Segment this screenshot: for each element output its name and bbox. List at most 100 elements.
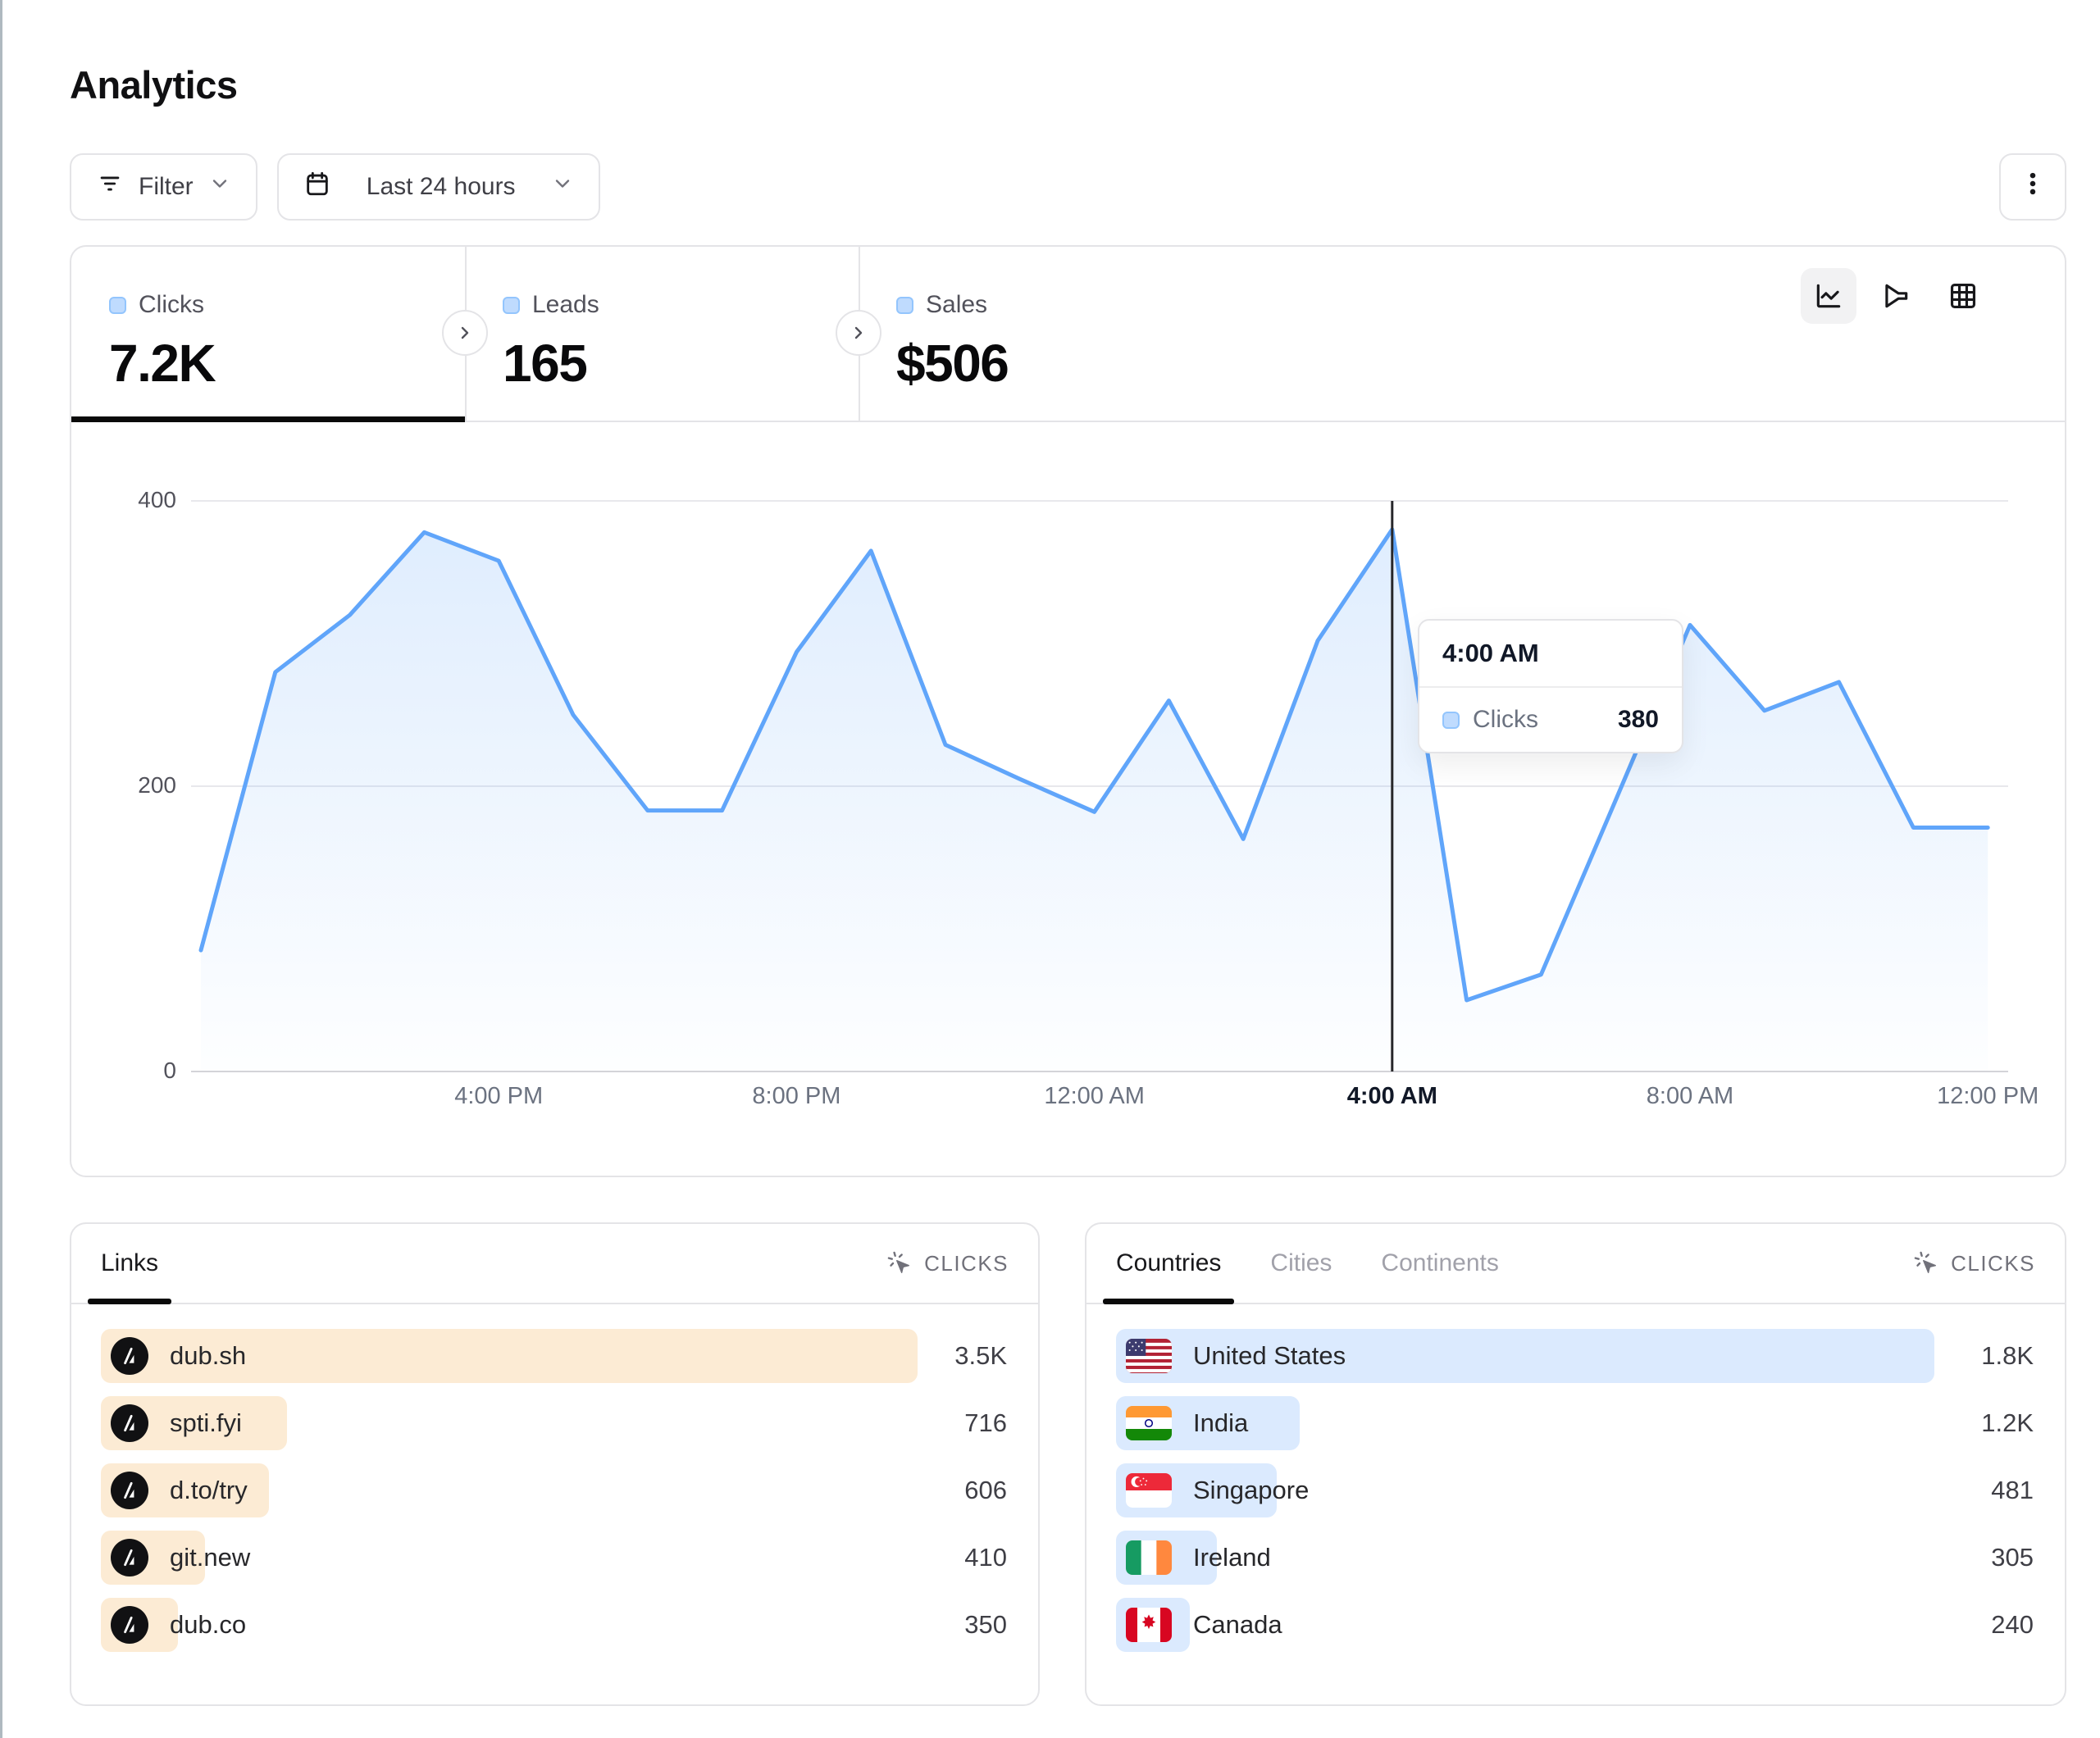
tooltip-legend-swatch xyxy=(1442,711,1460,729)
geo-rows: United States 1.8K India 1.2K Singapore 481 Ir… xyxy=(1086,1304,2065,1652)
links-panel: Links CLICKS dub.sh 3.5K spti.fyi 716 d.to/t… xyxy=(70,1222,1040,1706)
x-tick-label: 4:00 PM xyxy=(454,1083,544,1109)
calendar-icon xyxy=(303,170,331,204)
table-row[interactable]: d.to/try 606 xyxy=(101,1463,1009,1517)
row-value: 1.8K xyxy=(1981,1341,2034,1370)
leads-legend-swatch xyxy=(503,296,520,314)
more-menu-button[interactable] xyxy=(1999,153,2066,221)
table-view-button[interactable] xyxy=(1935,268,1991,324)
table-row[interactable]: India 1.2K xyxy=(1116,1396,2035,1450)
row-label: United States xyxy=(1193,1341,1346,1370)
row-value: 481 xyxy=(1991,1476,2034,1504)
table-row[interactable]: git.new 410 xyxy=(101,1531,1009,1585)
tab-clicks[interactable]: Clicks 7.2K xyxy=(71,247,465,422)
analytics-card: Clicks 7.2K Leads 165 Sales $506 xyxy=(70,245,2066,1177)
clicks-value: 7.2K xyxy=(109,334,216,393)
x-tick-label: 12:00 AM xyxy=(1044,1083,1145,1109)
row-label: git.new xyxy=(170,1543,251,1572)
row-value: 410 xyxy=(964,1543,1007,1572)
row-value: 716 xyxy=(964,1408,1007,1437)
row-value: 240 xyxy=(1991,1610,2034,1639)
row-label: spti.fyi xyxy=(170,1408,242,1437)
expand-leads-button[interactable] xyxy=(836,310,881,356)
tooltip-series-label: Clicks xyxy=(1473,706,1538,733)
row-label: Singapore xyxy=(1193,1476,1310,1504)
geo-panel-header: Countries Cities Continents CLICKS xyxy=(1086,1224,2065,1304)
leads-value: 165 xyxy=(503,334,588,393)
stat-tabs: Clicks 7.2K Leads 165 Sales $506 xyxy=(71,247,2065,422)
dub-link-icon xyxy=(111,1337,148,1375)
table-row[interactable]: United States 1.8K xyxy=(1116,1329,2035,1383)
series-line xyxy=(198,527,1990,1003)
sales-legend-swatch xyxy=(896,296,913,314)
clicks-chart xyxy=(191,500,2008,1072)
expand-clicks-button[interactable] xyxy=(442,310,488,356)
filter-label: Filter xyxy=(139,173,194,200)
cursor-click-icon xyxy=(1914,1251,1937,1274)
tooltip-value: 380 xyxy=(1617,706,1659,733)
page-title: Analytics xyxy=(70,63,238,107)
row-label: dub.co xyxy=(170,1610,247,1639)
kebab-icon xyxy=(2019,170,2047,204)
row-value: 305 xyxy=(1991,1543,2034,1572)
dub-link-icon xyxy=(111,1404,148,1442)
links-metric-label: CLICKS xyxy=(924,1250,1009,1276)
in-flag-icon xyxy=(1126,1406,1172,1440)
clicks-label: Clicks xyxy=(139,291,204,318)
tab-sales[interactable]: Sales $506 xyxy=(859,247,1252,421)
row-label: India xyxy=(1193,1408,1249,1437)
chevron-down-icon xyxy=(551,172,574,202)
table-row[interactable]: dub.co 350 xyxy=(101,1598,1009,1652)
links-rows: dub.sh 3.5K spti.fyi 716 d.to/try 606 git.new 4… xyxy=(71,1304,1038,1652)
dub-link-icon xyxy=(111,1606,148,1644)
row-value: 3.5K xyxy=(954,1341,1007,1370)
table-row[interactable]: Ireland 305 xyxy=(1116,1531,2035,1585)
row-value: 606 xyxy=(964,1476,1007,1504)
x-tick-label: 12:00 PM xyxy=(1937,1083,2039,1109)
breakdown-panels: Links CLICKS dub.sh 3.5K spti.fyi 716 d.to/t… xyxy=(70,1222,2066,1706)
line-chart-view-button[interactable] xyxy=(1801,268,1856,324)
line-chart-icon xyxy=(1816,284,1841,308)
tab-continents[interactable]: Continents xyxy=(1381,1249,1499,1276)
tooltip-time: 4:00 AM xyxy=(1419,621,1682,688)
y-tick-label: 400 xyxy=(138,487,176,512)
links-panel-header: Links CLICKS xyxy=(71,1224,1038,1304)
table-row[interactable]: Singapore 481 xyxy=(1116,1463,2035,1517)
value-bar xyxy=(1116,1329,1934,1383)
funnel-icon xyxy=(1885,284,1908,308)
dub-link-icon xyxy=(111,1539,148,1576)
chart-tooltip: 4:00 AM Clicks 380 xyxy=(1418,619,1683,753)
table-row[interactable]: spti.fyi 716 xyxy=(101,1396,1009,1450)
tab-links[interactable]: Links xyxy=(87,1249,172,1304)
tab-cities[interactable]: Cities xyxy=(1270,1249,1332,1276)
clicks-chart-region[interactable]: 0 200 400 4:00 PM 8:00 PM 12:00 AM 4:00 AM 8:0… xyxy=(71,422,2065,1177)
filter-button[interactable]: Filter xyxy=(70,153,257,221)
sales-value: $506 xyxy=(896,334,1009,393)
x-tick-label: 8:00 PM xyxy=(752,1083,841,1109)
links-metric-toggle[interactable]: CLICKS xyxy=(886,1250,1009,1276)
y-tick-label: 200 xyxy=(138,772,176,798)
table-row[interactable]: dub.sh 3.5K xyxy=(101,1329,1009,1383)
table-grid-icon xyxy=(1950,283,1976,309)
geo-metric-toggle[interactable]: CLICKS xyxy=(1913,1250,2035,1276)
leads-label: Leads xyxy=(532,291,599,318)
tab-leads[interactable]: Leads 165 xyxy=(465,247,859,421)
area-fill xyxy=(201,529,1988,1071)
us-flag-icon xyxy=(1126,1339,1172,1373)
y-tick-label: 0 xyxy=(163,1058,176,1083)
ie-flag-icon xyxy=(1126,1540,1172,1575)
x-tick-label: 8:00 AM xyxy=(1646,1083,1734,1109)
table-row[interactable]: Canada 240 xyxy=(1116,1598,2035,1652)
row-label: Canada xyxy=(1193,1610,1282,1639)
row-value: 350 xyxy=(964,1610,1007,1639)
funnel-view-button[interactable] xyxy=(1868,268,1924,324)
geo-panel: Countries Cities Continents CLICKS Unite… xyxy=(1085,1222,2066,1706)
chart-view-toggles xyxy=(1801,268,1991,324)
sales-label: Sales xyxy=(926,291,988,318)
screen-edge xyxy=(0,0,2,1738)
date-range-label: Last 24 hours xyxy=(366,173,516,200)
tab-countries[interactable]: Countries xyxy=(1102,1249,1235,1304)
sg-flag-icon xyxy=(1126,1473,1172,1508)
date-range-button[interactable]: Last 24 hours xyxy=(276,153,600,221)
chevron-right-icon xyxy=(461,326,469,339)
